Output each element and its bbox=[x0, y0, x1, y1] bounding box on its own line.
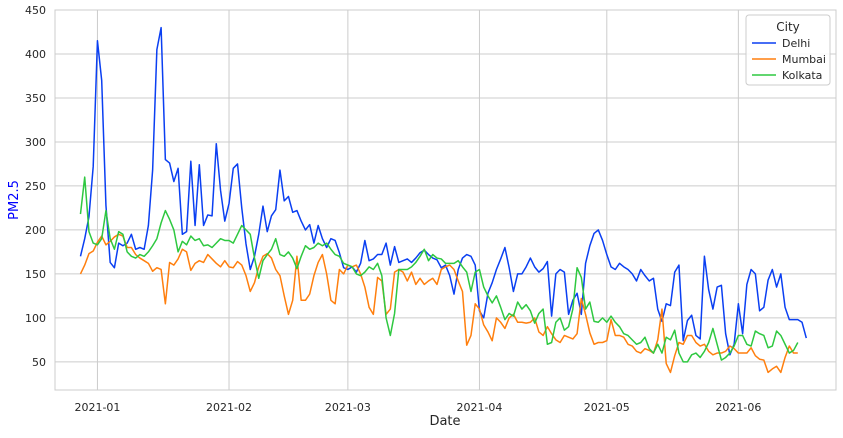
x-tick-label: 2021-06 bbox=[715, 401, 761, 414]
x-tick-label: 2021-02 bbox=[206, 401, 252, 414]
y-tick-label: 400 bbox=[25, 48, 46, 61]
y-tick-label: 450 bbox=[25, 4, 46, 17]
y-tick-label: 350 bbox=[25, 92, 46, 105]
x-tick-label: 2021-01 bbox=[74, 401, 120, 414]
grid bbox=[55, 9, 836, 390]
x-axis-label: Date bbox=[429, 414, 460, 429]
legend-title: City bbox=[776, 20, 800, 34]
tick-labels: 50 100 150 200 250 300 350 400 450 2021-01 2021-02… bbox=[25, 4, 761, 414]
x-tick-label: 2021-04 bbox=[456, 401, 502, 414]
series-line-delhi bbox=[79, 26, 808, 356]
y-tick-label: 100 bbox=[25, 312, 46, 325]
legend-label-delhi: Delhi bbox=[782, 37, 810, 50]
legend: City Delhi Mumbai Kolkata bbox=[745, 14, 831, 86]
series-line-kolkata bbox=[79, 176, 799, 363]
legend-label-kolkata: Kolkata bbox=[782, 69, 822, 82]
legend-label-mumbai: Mumbai bbox=[782, 53, 826, 66]
legend-items: Delhi Mumbai Kolkata bbox=[752, 37, 826, 82]
x-tick-label: 2021-03 bbox=[325, 401, 371, 414]
plot-frame bbox=[54, 9, 837, 391]
y-tick-label: 200 bbox=[25, 224, 46, 237]
series-line-mumbai bbox=[79, 233, 798, 374]
legend-box bbox=[745, 14, 831, 86]
series-lines bbox=[79, 26, 808, 374]
y-tick-label: 250 bbox=[25, 180, 46, 193]
x-tick-label: 2021-05 bbox=[584, 401, 630, 414]
y-tick-label: 150 bbox=[25, 268, 46, 281]
y-tick-label: 50 bbox=[32, 356, 46, 369]
y-tick-label: 300 bbox=[25, 136, 46, 149]
y-axis-label: PM2.5 bbox=[7, 180, 22, 220]
